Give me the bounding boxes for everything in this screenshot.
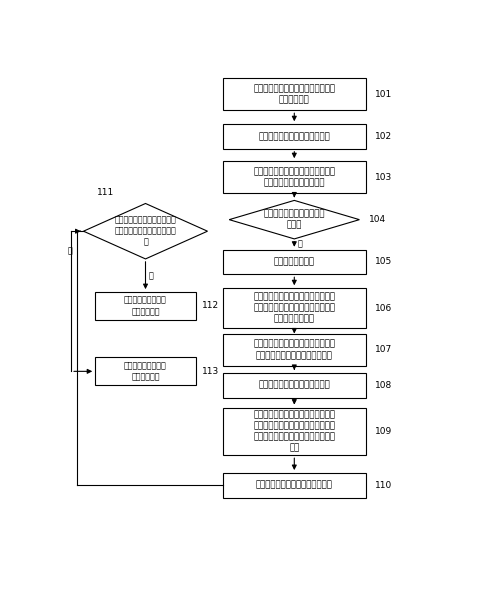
Bar — [223, 473, 366, 498]
Text: 则判定所述相交区域
为真实融摸点: 则判定所述相交区域 为真实融摸点 — [124, 361, 167, 381]
Bar — [223, 161, 366, 194]
Bar — [95, 292, 196, 320]
Text: 103: 103 — [375, 173, 392, 182]
Text: 111: 111 — [97, 188, 115, 197]
Text: 则判定所述相交区域
为真实融摸点: 则判定所述相交区域 为真实融摸点 — [124, 296, 167, 316]
Text: 否: 否 — [67, 247, 72, 256]
Bar — [223, 407, 366, 455]
Text: 107: 107 — [375, 345, 392, 354]
Text: 根据所述线段获取斜率值最大的侧边
界线，所述侧边界线与待定触摸区域
的上边界和下边界分别围成多个凸多
边形: 根据所述线段获取斜率值最大的侧边 界线，所述侧边界线与待定触摸区域 的上边界和下… — [254, 410, 335, 452]
Text: 110: 110 — [375, 481, 392, 490]
Bar — [223, 78, 366, 110]
Text: 确定待定触摸区域: 确定待定触摸区域 — [274, 258, 315, 266]
Text: 是: 是 — [297, 240, 302, 249]
Text: 113: 113 — [202, 367, 219, 376]
Text: 判断所被遮挡的光线是否属
于主轴: 判断所被遮挡的光线是否属 于主轴 — [264, 210, 325, 230]
Bar — [223, 288, 366, 328]
Text: 105: 105 — [375, 258, 392, 266]
Bar — [223, 373, 366, 397]
Text: 106: 106 — [375, 304, 392, 313]
Polygon shape — [229, 201, 360, 239]
Text: 绘制有触摸点时的扫描线光路图: 绘制有触摸点时的扫描线光路图 — [258, 381, 330, 390]
Bar — [223, 250, 366, 274]
Text: 绘制有触摸点时的扫描线光路图: 绘制有触摸点时的扫描线光路图 — [258, 132, 330, 141]
Bar — [95, 358, 196, 385]
Text: 判断所述多个凸多边形的相交
区域的面积是否大于预设的阈
值: 判断所述多个凸多边形的相交 区域的面积是否大于预设的阈 值 — [115, 215, 176, 247]
Text: 102: 102 — [375, 132, 392, 141]
Text: 108: 108 — [375, 381, 392, 390]
Text: 确定所述多个凸多边形的相交区域: 确定所述多个凸多边形的相交区域 — [256, 481, 333, 490]
Polygon shape — [83, 204, 207, 259]
Bar — [223, 124, 366, 149]
Text: 是: 是 — [148, 271, 153, 280]
Text: 根据每个红外发射管的位置坐标绘制
背景线光路图: 根据每个红外发射管的位置坐标绘制 背景线光路图 — [254, 84, 335, 104]
Text: 在待定触摸区域内进行跨立实验，获
取与待定触摸区域可能相交的线段: 在待定触摸区域内进行跨立实验，获 取与待定触摸区域可能相交的线段 — [254, 340, 335, 360]
Text: 将所述扫描线光路图与背景线光路图
相比对，确定被遮挡的光线: 将所述扫描线光路图与背景线光路图 相比对，确定被遮挡的光线 — [254, 168, 335, 187]
Text: 112: 112 — [202, 301, 219, 310]
Bar — [223, 334, 366, 366]
Text: 104: 104 — [369, 215, 386, 224]
Text: 将所有扫描线与待定触摸区域进行快
速排斥实验，排除与所述待定触摸区
域不相交的扫描线: 将所有扫描线与待定触摸区域进行快 速排斥实验，排除与所述待定触摸区 域不相交的扫… — [254, 292, 335, 324]
Text: 109: 109 — [375, 427, 392, 436]
Text: 101: 101 — [375, 89, 392, 99]
